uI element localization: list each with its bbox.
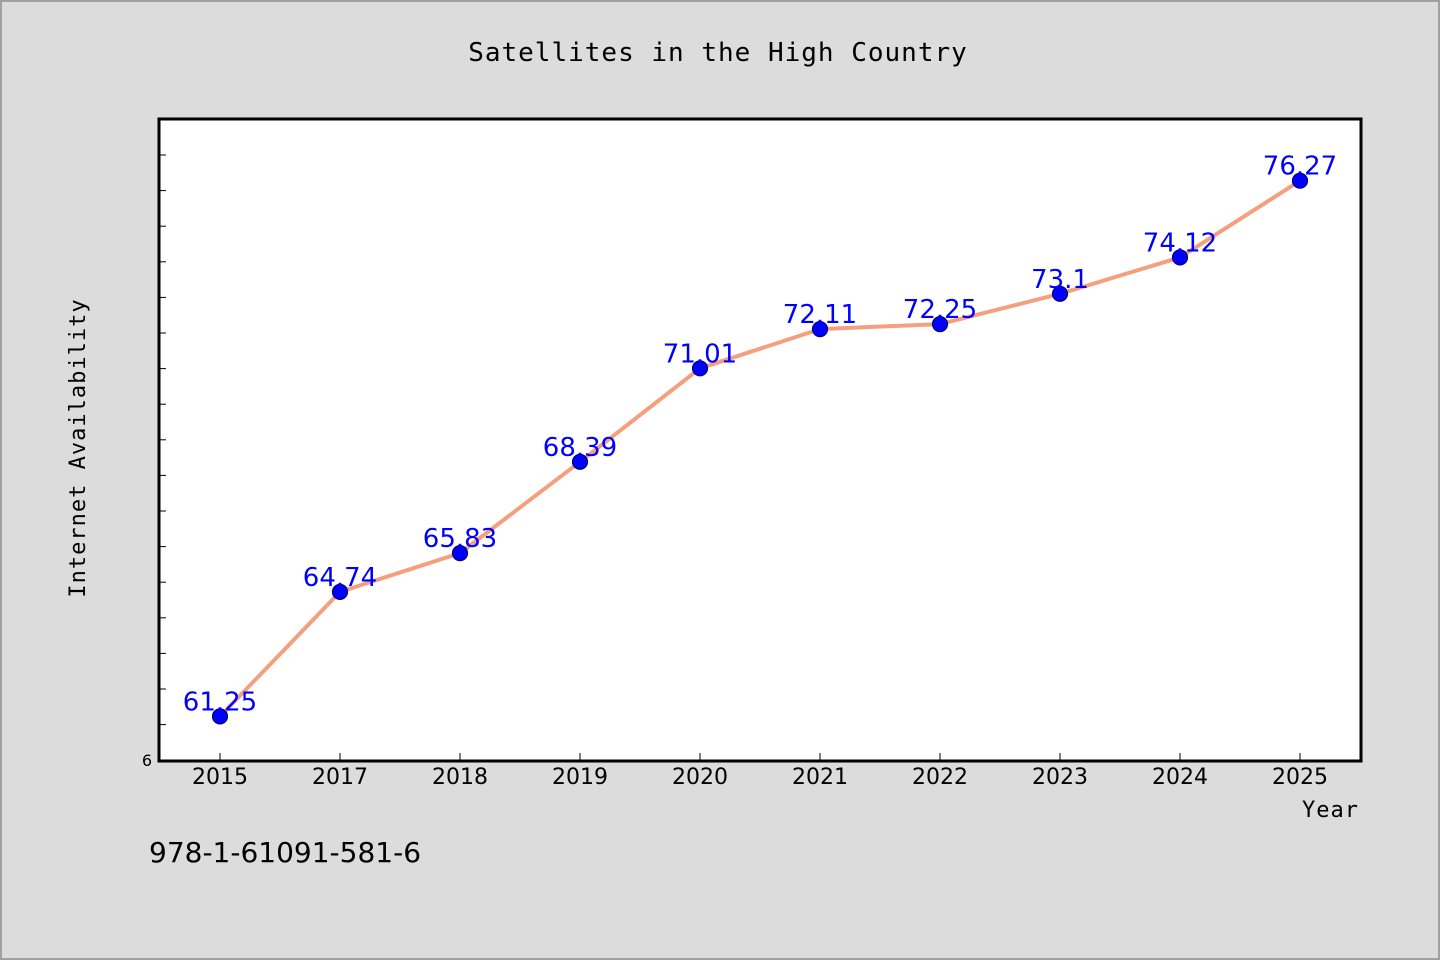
x-tick-label: 2020 <box>672 765 728 790</box>
footer-isbn: 978-1-61091-581-6 <box>149 836 421 869</box>
plot-area <box>157 117 1363 763</box>
data-point-marker <box>571 453 589 470</box>
data-point-marker <box>1291 172 1309 189</box>
series-line <box>218 178 1302 719</box>
x-tick-label: 2019 <box>552 765 608 790</box>
x-tick-label: 2018 <box>432 765 488 790</box>
data-label: 64.74 <box>303 563 377 593</box>
data-labels-layer: 61.25 64.74 65.83 68.39 71.01 72.11 72.25 73.1 7… <box>183 152 1337 718</box>
data-point-marker <box>811 321 829 338</box>
series-markers-layer <box>211 172 1309 725</box>
data-label: 72.11 <box>783 300 857 330</box>
x-tick-label: 2025 <box>1272 765 1328 790</box>
y-tick-label: 6 <box>142 751 152 770</box>
x-tick-label: 2023 <box>1032 765 1088 790</box>
x-tick-label: 2024 <box>1152 765 1208 790</box>
data-label: 72.25 <box>903 295 977 325</box>
data-label: 73.1 <box>1031 265 1089 295</box>
x-tick-label: 2017 <box>312 765 368 790</box>
data-label: 65.83 <box>423 524 497 554</box>
data-label: 74.12 <box>1143 228 1217 258</box>
data-point-marker <box>451 544 469 562</box>
x-axis-label: Year <box>1302 798 1359 823</box>
data-label: 76.27 <box>1263 152 1337 182</box>
y-axis-label: Internet Availability <box>66 298 91 597</box>
series-line-layer <box>218 178 1302 719</box>
chart-title: Satellites in the High Country <box>468 38 968 68</box>
data-point-marker <box>1051 285 1069 302</box>
y-axis-ticks <box>159 154 166 761</box>
x-tick-label: 2021 <box>792 765 848 790</box>
data-label: 71.01 <box>663 339 737 369</box>
x-tick-label: 2022 <box>912 765 968 790</box>
data-point-marker <box>331 583 349 601</box>
data-point-marker <box>931 316 949 333</box>
data-label: 68.39 <box>543 433 617 463</box>
data-point-marker <box>1171 249 1189 266</box>
data-label: 61.25 <box>183 687 257 717</box>
data-point-marker <box>691 360 709 377</box>
x-axis-ticks: 2015 2017 2018 2019 2020 2021 2022 2023 2024 2025 <box>192 753 1328 790</box>
data-point-marker <box>211 708 229 725</box>
x-tick-label: 2015 <box>192 765 248 790</box>
